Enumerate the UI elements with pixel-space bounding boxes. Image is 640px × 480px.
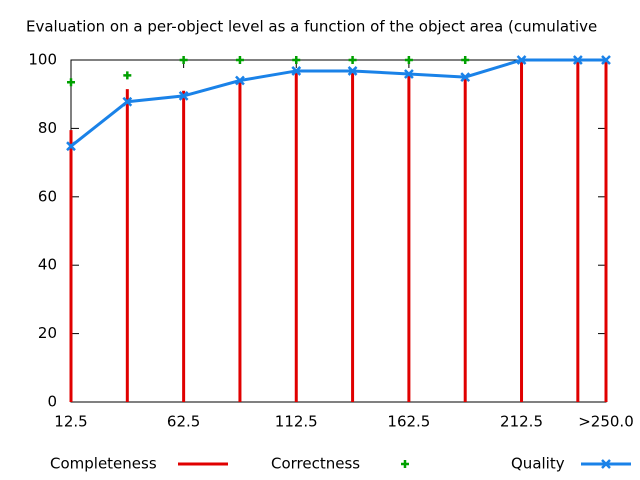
marker [601,459,611,469]
point [67,78,75,87]
x-tick-label: 12.5 [54,413,87,431]
point [347,66,358,76]
point [122,96,133,107]
marker [291,66,302,76]
legend-label: Quality [511,455,565,473]
y-tick-label: 20 [38,324,57,342]
marker [67,78,75,87]
marker [66,141,76,152]
chart-title: Evaluation on a per-object level as a fu… [26,18,597,36]
legend-swatch [581,459,631,469]
marker [404,69,414,79]
marker [235,75,245,86]
marker [460,72,471,82]
point [235,75,245,86]
point [291,66,302,76]
point [292,56,301,64]
marker [516,55,527,65]
point [348,56,357,64]
point [123,71,132,80]
legend-label: Completeness [50,455,157,473]
point [404,56,413,64]
x-tick-label: 112.5 [275,413,318,431]
marker [178,91,189,101]
y-tick-label: 60 [38,187,57,205]
x-tick-label: 162.5 [387,413,430,431]
point [460,72,471,82]
marker [347,66,358,76]
y-tick-label: 100 [28,51,57,69]
point [601,55,611,65]
marker [123,71,132,80]
legend-label: Correctness [271,455,360,473]
marker [572,55,583,65]
series-line [70,58,606,148]
x-tick-label: 212.5 [500,413,543,431]
marker [461,56,470,64]
point [66,141,76,152]
point [461,56,470,64]
legend-swatch [401,460,409,468]
point [235,56,244,64]
x-tick-label: 62.5 [167,413,200,431]
y-tick-label: 80 [38,119,57,137]
marker [348,56,357,64]
y-tick-label: 0 [47,393,57,411]
marker [122,96,133,107]
point [404,69,414,79]
point [572,55,583,65]
marker [601,55,611,65]
plot-frame [70,59,607,403]
marker [292,56,301,64]
point [178,91,189,101]
marker [401,460,409,468]
marker [179,56,188,64]
y-tick-label: 40 [38,256,57,274]
point [516,55,527,65]
x-tick-label: >250.0 [578,413,634,431]
point [179,56,188,64]
marker [404,56,413,64]
marker [235,56,244,64]
